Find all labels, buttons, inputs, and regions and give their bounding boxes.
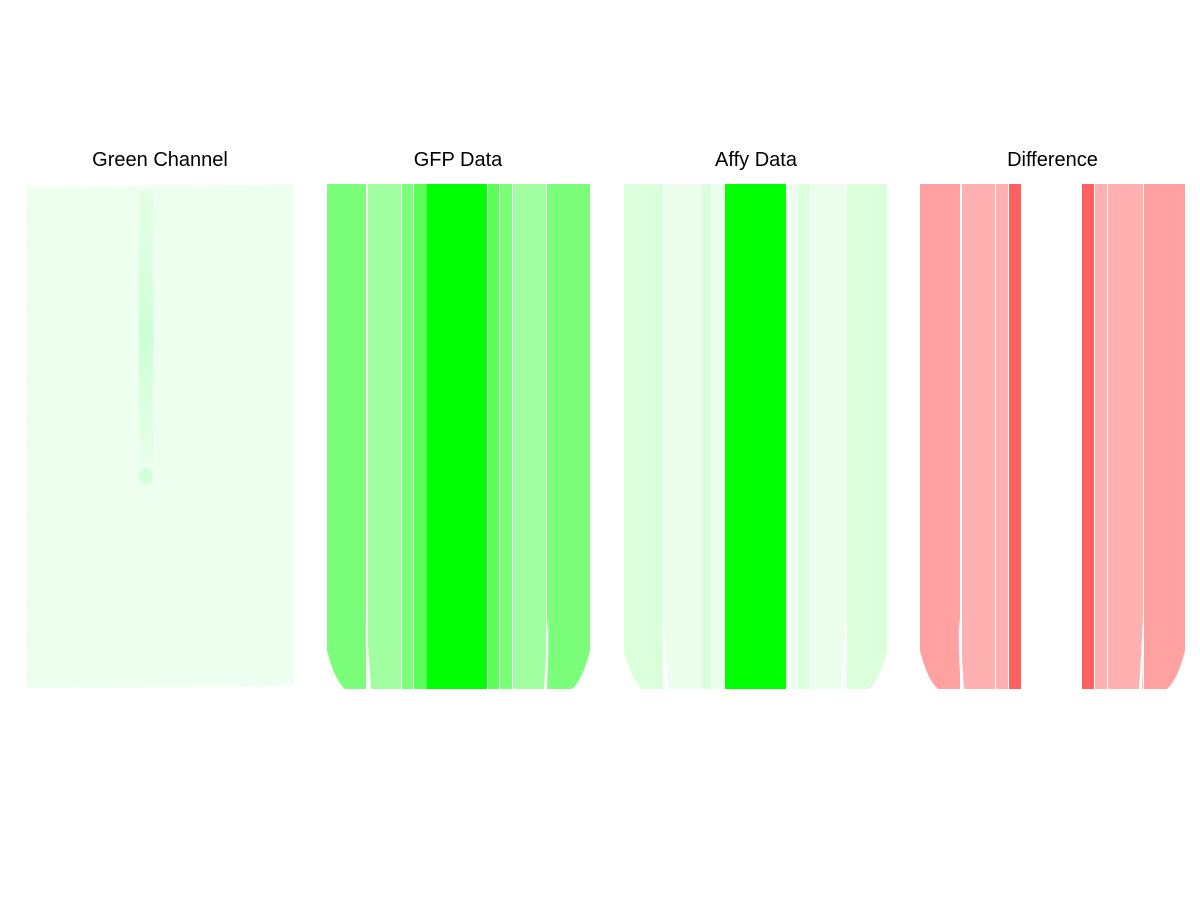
difference-notch-left <box>958 617 964 689</box>
gfp-data-band-10 <box>499 184 500 689</box>
panel-title-difference: Difference <box>1007 149 1098 171</box>
affy-data-band-2 <box>664 184 700 689</box>
affy-data-band-10 <box>797 184 798 689</box>
gfp-data-band-9 <box>488 184 499 689</box>
difference-band-1 <box>960 184 962 689</box>
difference-corner-right <box>1167 651 1185 689</box>
gfp-data-band-8 <box>487 184 488 689</box>
affy-data-band-5 <box>711 184 712 689</box>
gfp-data-band-13 <box>513 184 546 689</box>
gfp-data-band-0 <box>327 184 366 689</box>
affy-data-panel <box>624 184 887 689</box>
green-channel-image <box>26 184 294 688</box>
affy-data-band-1 <box>663 184 664 689</box>
affy-data-band-4 <box>701 184 711 689</box>
affy-data-band-0 <box>624 184 663 689</box>
panel-title-gfp-data: GFP Data <box>413 149 503 171</box>
green-channel-texture <box>26 184 294 688</box>
affy-data-corner-left <box>624 651 642 689</box>
gfp-data-band-11 <box>500 184 512 689</box>
difference-band-14 <box>1144 184 1185 689</box>
gfp-data-band-6 <box>414 184 427 689</box>
gfp-data-band-14 <box>546 184 547 689</box>
difference-band-12 <box>1108 184 1143 689</box>
difference-band-5 <box>1008 184 1009 689</box>
difference-band-6 <box>1009 184 1021 689</box>
gfp-data-band-7 <box>427 184 487 689</box>
difference-panel <box>920 184 1185 689</box>
difference-band-2 <box>962 184 995 689</box>
affy-data-band-6 <box>712 184 725 689</box>
green-channel-streak-end <box>139 468 153 484</box>
difference-band-7 <box>1021 184 1082 689</box>
gfp-data-band-3 <box>401 184 402 689</box>
affy-data-band-8 <box>786 184 787 689</box>
difference-band-0 <box>920 184 960 689</box>
affy-data-band-12 <box>810 184 811 689</box>
gfp-data-corner-left <box>327 651 345 689</box>
affy-data-notch-right <box>841 617 846 689</box>
difference-band-13 <box>1143 184 1144 689</box>
difference-band-4 <box>996 184 1008 689</box>
affy-data-band-9 <box>787 184 797 689</box>
affy-data-band-15 <box>847 184 887 689</box>
affy-data-band-11 <box>798 184 810 689</box>
affy-data-band-7 <box>725 184 786 689</box>
gfp-data-band-12 <box>512 184 513 689</box>
affy-data-corner-right <box>869 651 887 689</box>
gfp-data-band-5 <box>413 184 414 689</box>
gfp-data-corner-right <box>572 651 590 689</box>
gfp-data-band-4 <box>402 184 413 689</box>
affy-data-notch-left <box>662 617 668 689</box>
affy-data-band-13 <box>811 184 846 689</box>
gfp-data-band-15 <box>547 184 590 689</box>
gfp-data-band-2 <box>368 184 401 689</box>
difference-band-3 <box>995 184 996 689</box>
affy-data-band-14 <box>846 184 847 689</box>
gfp-data-panel <box>327 184 590 689</box>
difference-band-8 <box>1082 184 1094 689</box>
difference-band-9 <box>1094 184 1095 689</box>
difference-notch-right <box>1139 617 1144 689</box>
difference-corner-left <box>920 651 938 689</box>
difference-band-11 <box>1107 184 1108 689</box>
gfp-data-notch-left <box>365 617 371 689</box>
difference-band-10 <box>1095 184 1107 689</box>
gfp-data-notch-right <box>544 617 549 689</box>
panel-title-affy-data: Affy Data <box>715 149 797 171</box>
affy-data-band-3 <box>700 184 701 689</box>
gfp-data-band-1 <box>366 184 368 689</box>
green-channel-streak <box>139 190 153 482</box>
panel-title-green-channel: Green Channel <box>92 149 228 171</box>
